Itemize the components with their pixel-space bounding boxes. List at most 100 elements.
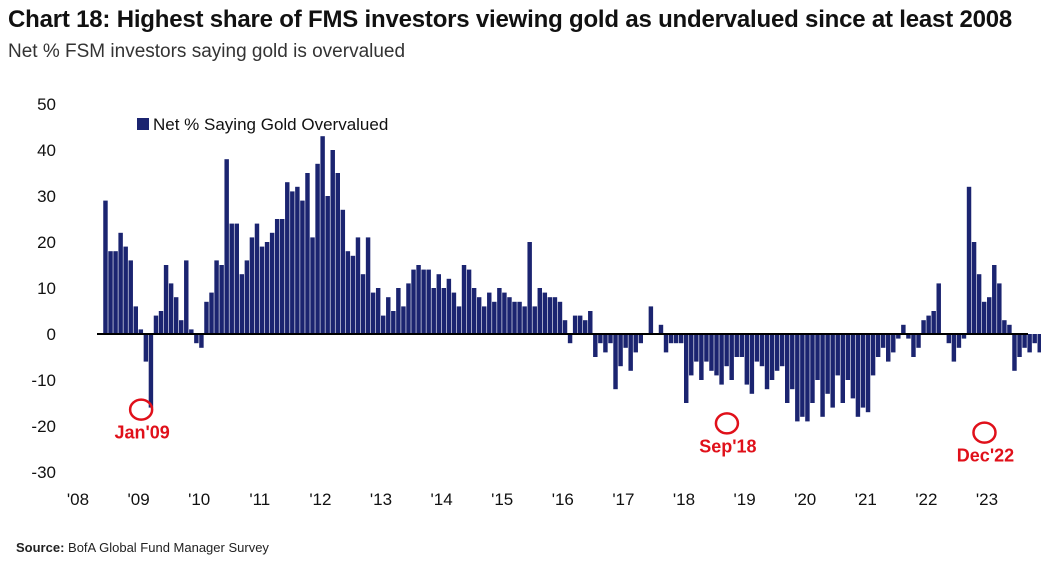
bar [340,209,346,334]
legend: Net % Saying Gold Overvalued [137,115,388,134]
bar [699,334,704,380]
bar [290,191,295,334]
x-axis: '08 '09 '10 '11 '12 '13 '14 '15 '16 '17 '18 '19 '20 '… [67,490,998,509]
bar [214,260,219,334]
bar [1017,334,1022,357]
bar [880,334,886,348]
x-tick-label: '08 [67,490,89,509]
bar [118,232,123,334]
bar [825,334,830,394]
bar [800,334,805,417]
bar [845,334,851,380]
bar [396,288,401,334]
bar [471,288,477,334]
bar [446,278,452,334]
bar [790,334,795,390]
bar [583,320,588,334]
bar [567,334,573,344]
annotation-label: Dec'22 [957,446,1014,466]
bar [608,334,613,344]
bar [1007,324,1012,334]
bar [623,334,628,348]
x-tick-label: '23 [976,490,998,509]
bar [224,159,229,334]
bar [259,246,265,334]
bar [774,334,780,371]
bar [719,334,724,385]
bar [815,334,820,380]
bar [658,324,664,334]
bar [375,288,381,334]
bar [931,311,936,334]
bar [148,334,154,408]
annotation-circle [972,421,997,444]
bar [461,265,467,334]
bar [1037,334,1041,353]
bar [1027,334,1032,353]
x-tick-label: '21 [855,490,877,509]
bar [734,334,739,357]
bar [835,334,840,376]
bar [350,255,356,334]
bar [103,200,108,334]
bar [668,334,674,344]
annotation-circle [714,412,740,435]
bar [901,324,906,334]
bar [234,223,239,334]
y-tick-label: 40 [37,141,56,160]
x-tick-label: '09 [128,490,150,509]
bar [557,301,563,334]
bar [613,334,618,390]
bar [618,334,623,367]
source-text: BofA Global Fund Manager Survey [68,540,269,555]
bar [921,320,926,334]
bar [158,311,164,334]
bar [269,232,275,334]
bar [189,329,194,334]
bar [749,334,755,394]
bar [355,237,361,334]
bar [229,223,234,334]
bar [320,136,325,334]
bar [295,186,300,334]
y-tick-label: 10 [37,279,56,298]
bar [128,260,133,334]
bar [365,237,371,334]
bar [951,334,957,362]
bar [239,274,245,334]
bar [547,297,553,334]
y-tick-label: -10 [31,371,56,390]
bar [204,301,209,334]
bar [492,301,497,334]
bar [274,219,280,334]
bar [603,334,608,353]
bar [123,246,128,334]
bar [431,288,436,334]
bar [381,315,386,334]
bar [335,173,340,334]
bar [360,274,366,334]
y-tick-label: 0 [47,325,56,344]
bar [487,292,492,334]
y-tick-label: -30 [31,463,56,482]
y-tick-label: -20 [31,417,56,436]
bar [391,311,396,334]
bar [406,283,411,334]
bar [577,315,583,334]
annotation-label: Jan'09 [114,423,169,443]
bar [759,334,765,367]
bar [325,196,330,334]
bar [820,334,825,417]
bar [426,269,431,334]
bar [421,269,426,334]
x-tick-label: '19 [734,490,756,509]
bar [562,320,568,334]
bar [194,334,199,344]
bar [689,334,694,376]
bar [168,283,174,334]
bar [1002,320,1007,334]
x-tick-label: '11 [249,490,270,509]
bar [936,283,941,334]
bar [855,334,861,417]
